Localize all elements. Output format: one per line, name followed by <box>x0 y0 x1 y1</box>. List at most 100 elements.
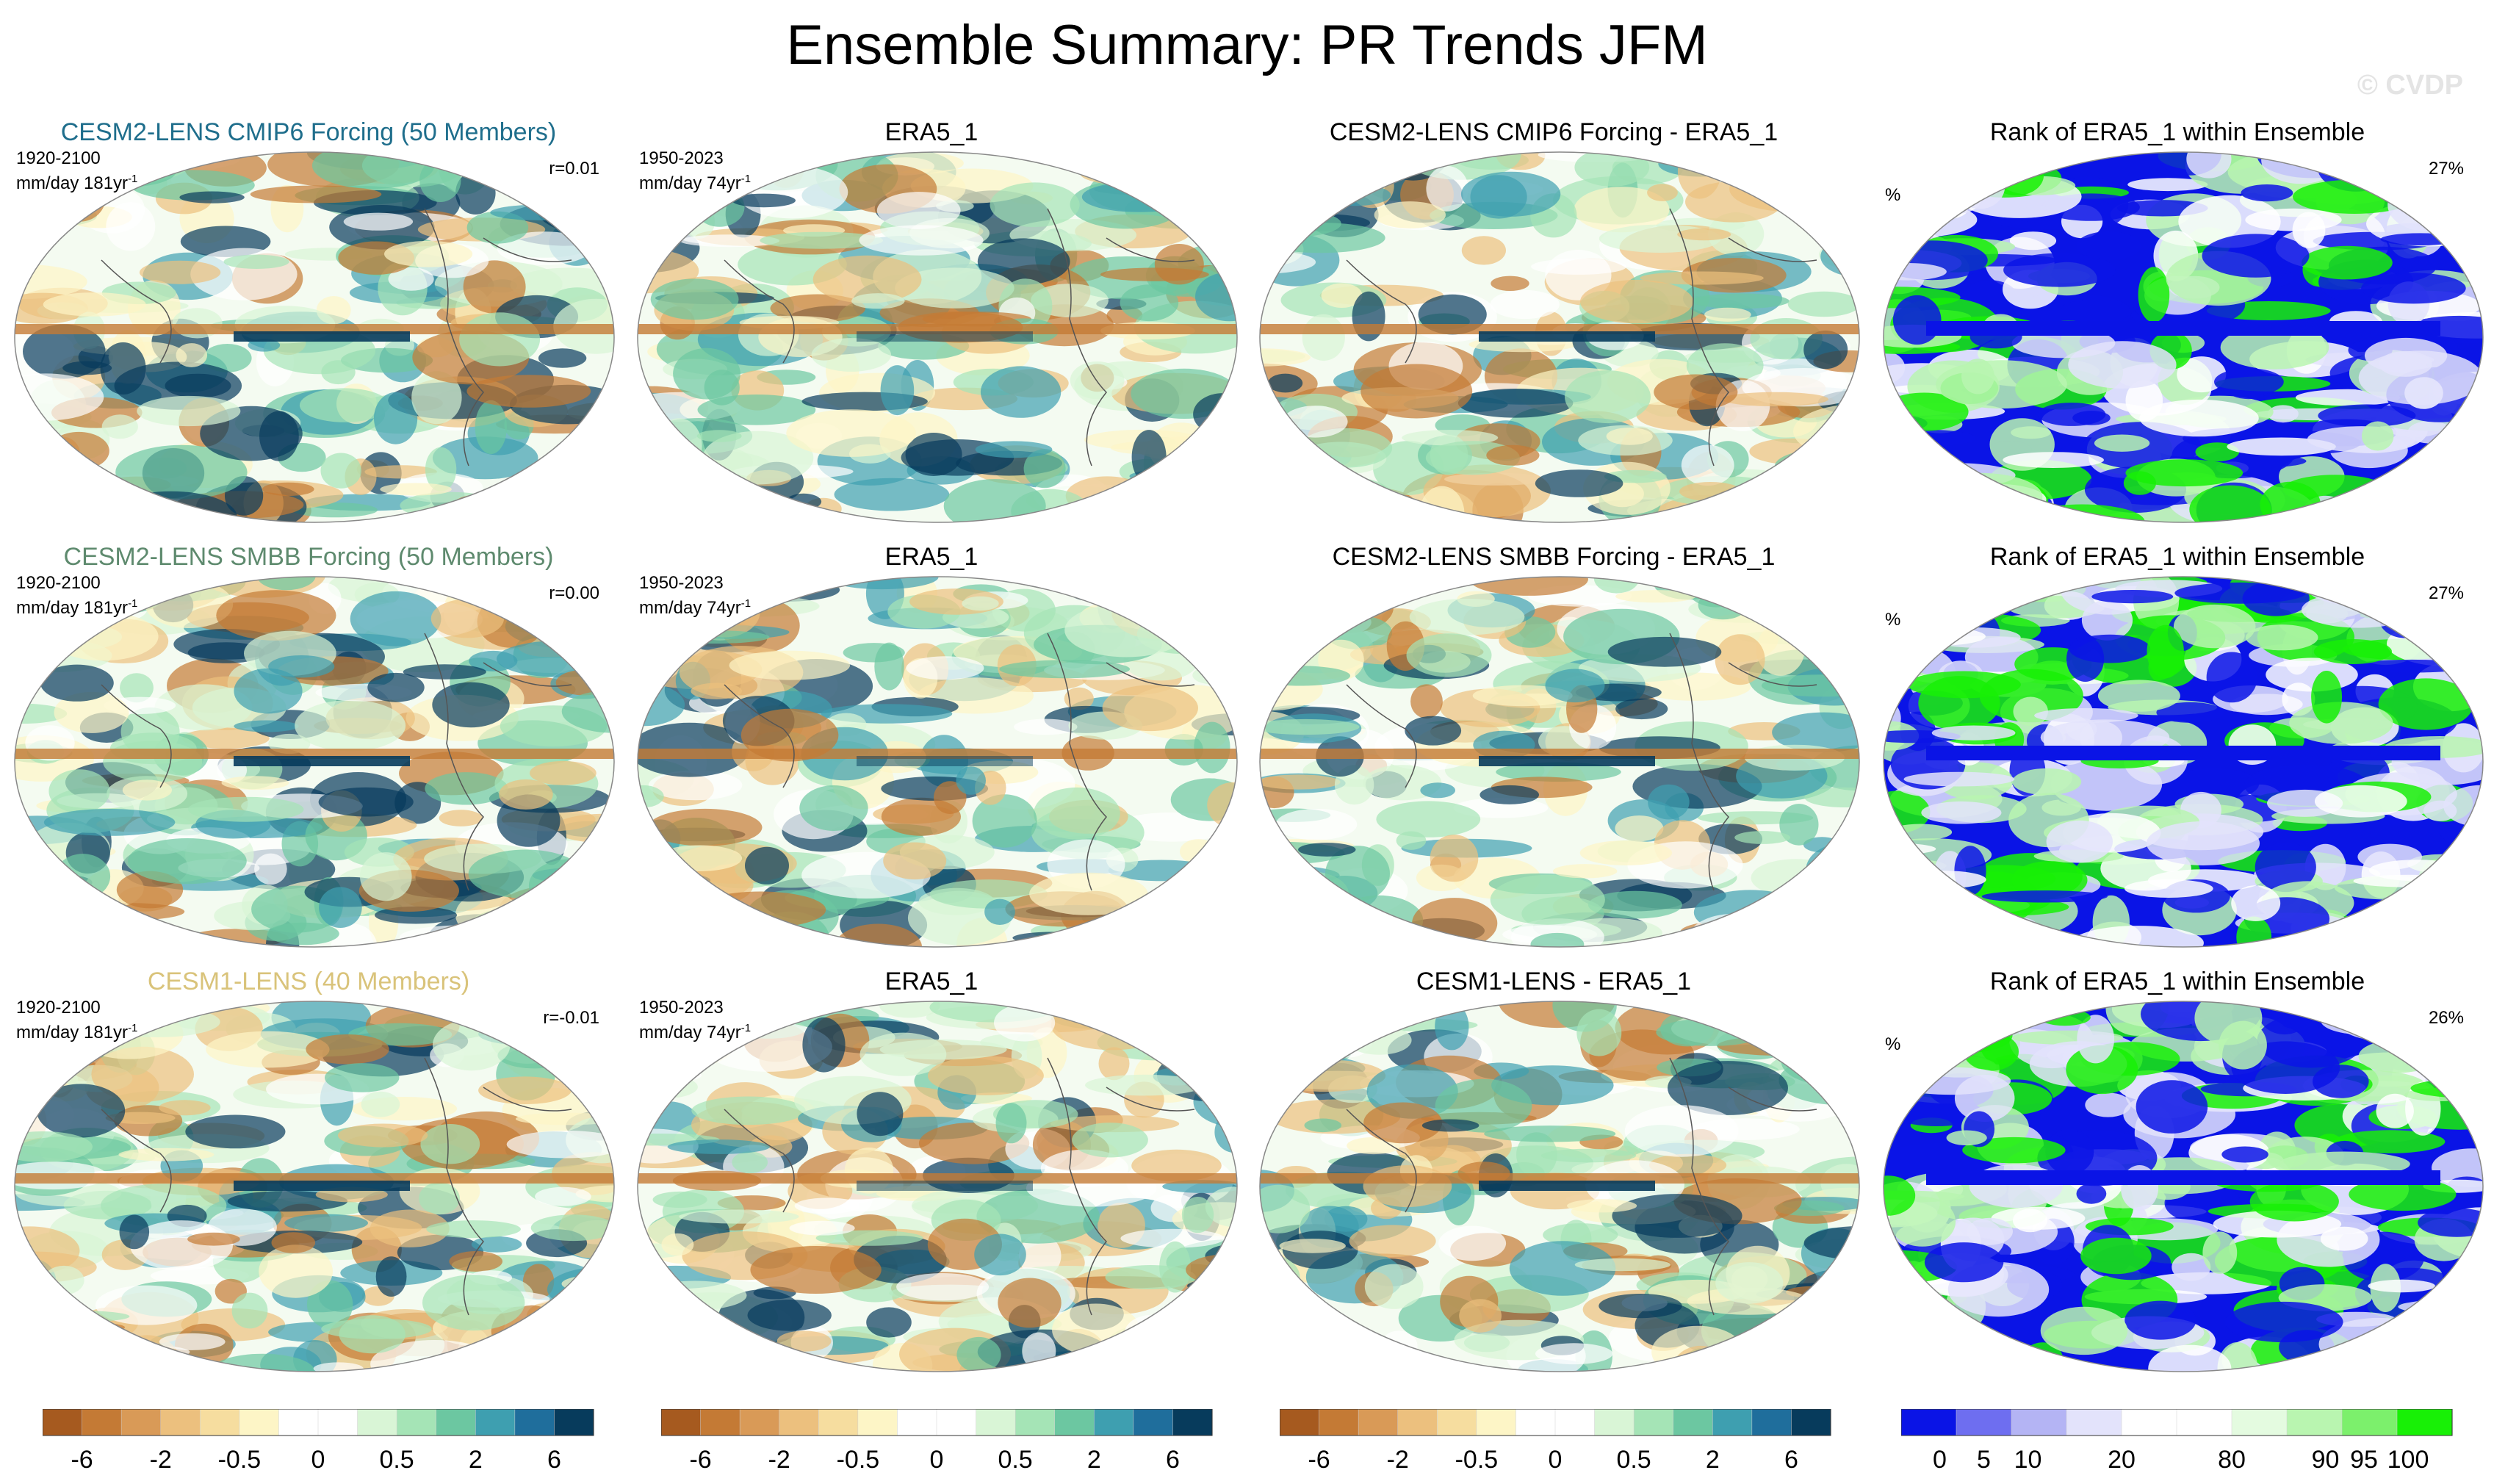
map-field-blob <box>370 1209 450 1247</box>
map-field-blob <box>1587 890 1682 919</box>
equatorial-wet-band <box>234 331 410 342</box>
map-field-blob <box>187 1232 240 1246</box>
map-field-blob <box>2040 1306 2128 1355</box>
map-field-blob <box>1796 1340 1859 1355</box>
map-field-blob <box>1192 666 1232 685</box>
map-field-blob <box>1772 712 1859 753</box>
map-field-blob <box>974 1233 1026 1276</box>
global-map <box>637 576 1238 948</box>
map-field-blob <box>2231 885 2281 921</box>
map-field-blob <box>1438 1225 1507 1261</box>
map-field-blob <box>267 922 339 945</box>
map-field-blob <box>2214 368 2284 396</box>
map-field-blob <box>337 1123 428 1148</box>
map-field-blob <box>1260 504 1335 519</box>
units-exponent: -1 <box>128 173 138 185</box>
map-field-blob <box>1406 633 1492 677</box>
map-field-blob <box>1567 1199 1637 1213</box>
map-field-blob <box>320 453 361 489</box>
units-exponent: -1 <box>740 1022 752 1034</box>
map-field-blob <box>1169 577 1200 613</box>
map-field-blob <box>73 903 185 921</box>
rank-colorbar-svg: 0 5 10 20 80 90 95 100 <box>1901 1409 2453 1474</box>
map-field-blob <box>206 1031 330 1068</box>
map-field-blob <box>2173 604 2256 649</box>
map-field-blob <box>1886 1335 1993 1372</box>
map-field-blob <box>1325 846 1390 901</box>
map-field-blob <box>15 495 80 522</box>
map-field-blob <box>1184 610 1237 655</box>
map-field-blob <box>638 447 672 496</box>
map-outline <box>1259 576 1860 948</box>
map-field-blob <box>1185 577 1237 632</box>
map-field-blob <box>26 511 140 522</box>
panel-title: CESM2-LENS SMBB Forcing - ERA5_1 <box>1332 543 1776 571</box>
equatorial-rank-band <box>1926 321 2440 336</box>
map-field-blob <box>1884 492 1927 522</box>
map-field-blob <box>1889 824 1953 840</box>
map-field-blob <box>990 182 1080 227</box>
map-field-blob <box>1934 152 2013 179</box>
map-field-blob <box>638 467 718 503</box>
map-field-blob <box>1119 1001 1237 1023</box>
map-field-blob <box>962 596 999 611</box>
map-field-blob <box>1804 787 1859 807</box>
map-field-blob <box>1831 181 1859 229</box>
map-field-blob <box>1656 1018 1766 1046</box>
global-map <box>1883 1001 2484 1372</box>
map-field-blob <box>1321 283 1363 308</box>
map-field-blob <box>638 897 671 942</box>
map-field-blob <box>1325 577 1453 588</box>
map-field-blob <box>1070 361 1125 400</box>
map-field-blob <box>1102 685 1198 732</box>
map-field-blob <box>745 846 789 885</box>
units-text: mm/day 181yr <box>16 1023 129 1042</box>
map-field-blob <box>2034 707 2138 723</box>
map-field-blob <box>48 769 110 813</box>
map-field-blob <box>1080 161 1200 187</box>
colorbar-swatch <box>357 1409 397 1436</box>
map-field-blob <box>109 732 197 765</box>
map-field-blob <box>2002 917 2037 932</box>
map-field-blob <box>654 923 760 947</box>
map-field-blob <box>1260 1001 1363 1045</box>
colorbar-tick-label: 2 <box>1087 1446 1101 1474</box>
map-field-blob <box>927 1056 1044 1095</box>
panel-ensemble-row1: CESM2-LENS CMIP6 Forcing (50 Members) 192… <box>0 118 617 544</box>
map-field-blob <box>299 388 390 422</box>
map-field-blob <box>1884 1363 1932 1372</box>
map-field-blob <box>100 342 146 395</box>
map-field-blob <box>306 1280 353 1329</box>
map-field-blob <box>1576 1009 1622 1056</box>
map-field-blob <box>1396 831 1427 850</box>
map-field-blob <box>1679 482 1742 501</box>
map-field-blob <box>1081 181 1196 212</box>
equatorial-dry-band <box>1260 749 1859 759</box>
map-field-blob <box>2219 1020 2267 1070</box>
map-field-blob <box>1484 1125 1616 1142</box>
map-field-blob <box>2138 267 2170 323</box>
map-field-blob <box>2249 1181 2339 1222</box>
colorbar-swatch <box>200 1409 240 1436</box>
map-field-blob <box>420 1124 480 1164</box>
equatorial-wet-band <box>857 331 1033 342</box>
map-field-blob <box>101 414 138 439</box>
map-field-blob <box>1275 1361 1313 1372</box>
panel-title: CESM2-LENS CMIP6 Forcing - ERA5_1 <box>1329 118 1778 146</box>
map-field-blob <box>1034 787 1120 840</box>
map-field-blob <box>459 312 541 367</box>
map-field-blob <box>2080 1237 2152 1275</box>
units-text: mm/day 181yr <box>16 598 129 618</box>
equatorial-dry-band <box>15 324 614 334</box>
panel-period-units: 1950-2023 mm/day 74yr-1 <box>639 573 751 619</box>
map-field-blob <box>1726 934 1820 947</box>
map-field-blob <box>1691 293 1790 309</box>
map-field-blob <box>1189 431 1237 461</box>
map-field-blob <box>15 192 35 224</box>
colorbar-swatch <box>1280 1409 1320 1436</box>
map-field-blob <box>2338 1347 2448 1372</box>
period-label: 1950-2023 <box>639 148 724 168</box>
map-field-blob <box>1349 1225 1436 1257</box>
map-field-blob <box>1769 1324 1859 1338</box>
map-field-blob <box>15 484 57 522</box>
